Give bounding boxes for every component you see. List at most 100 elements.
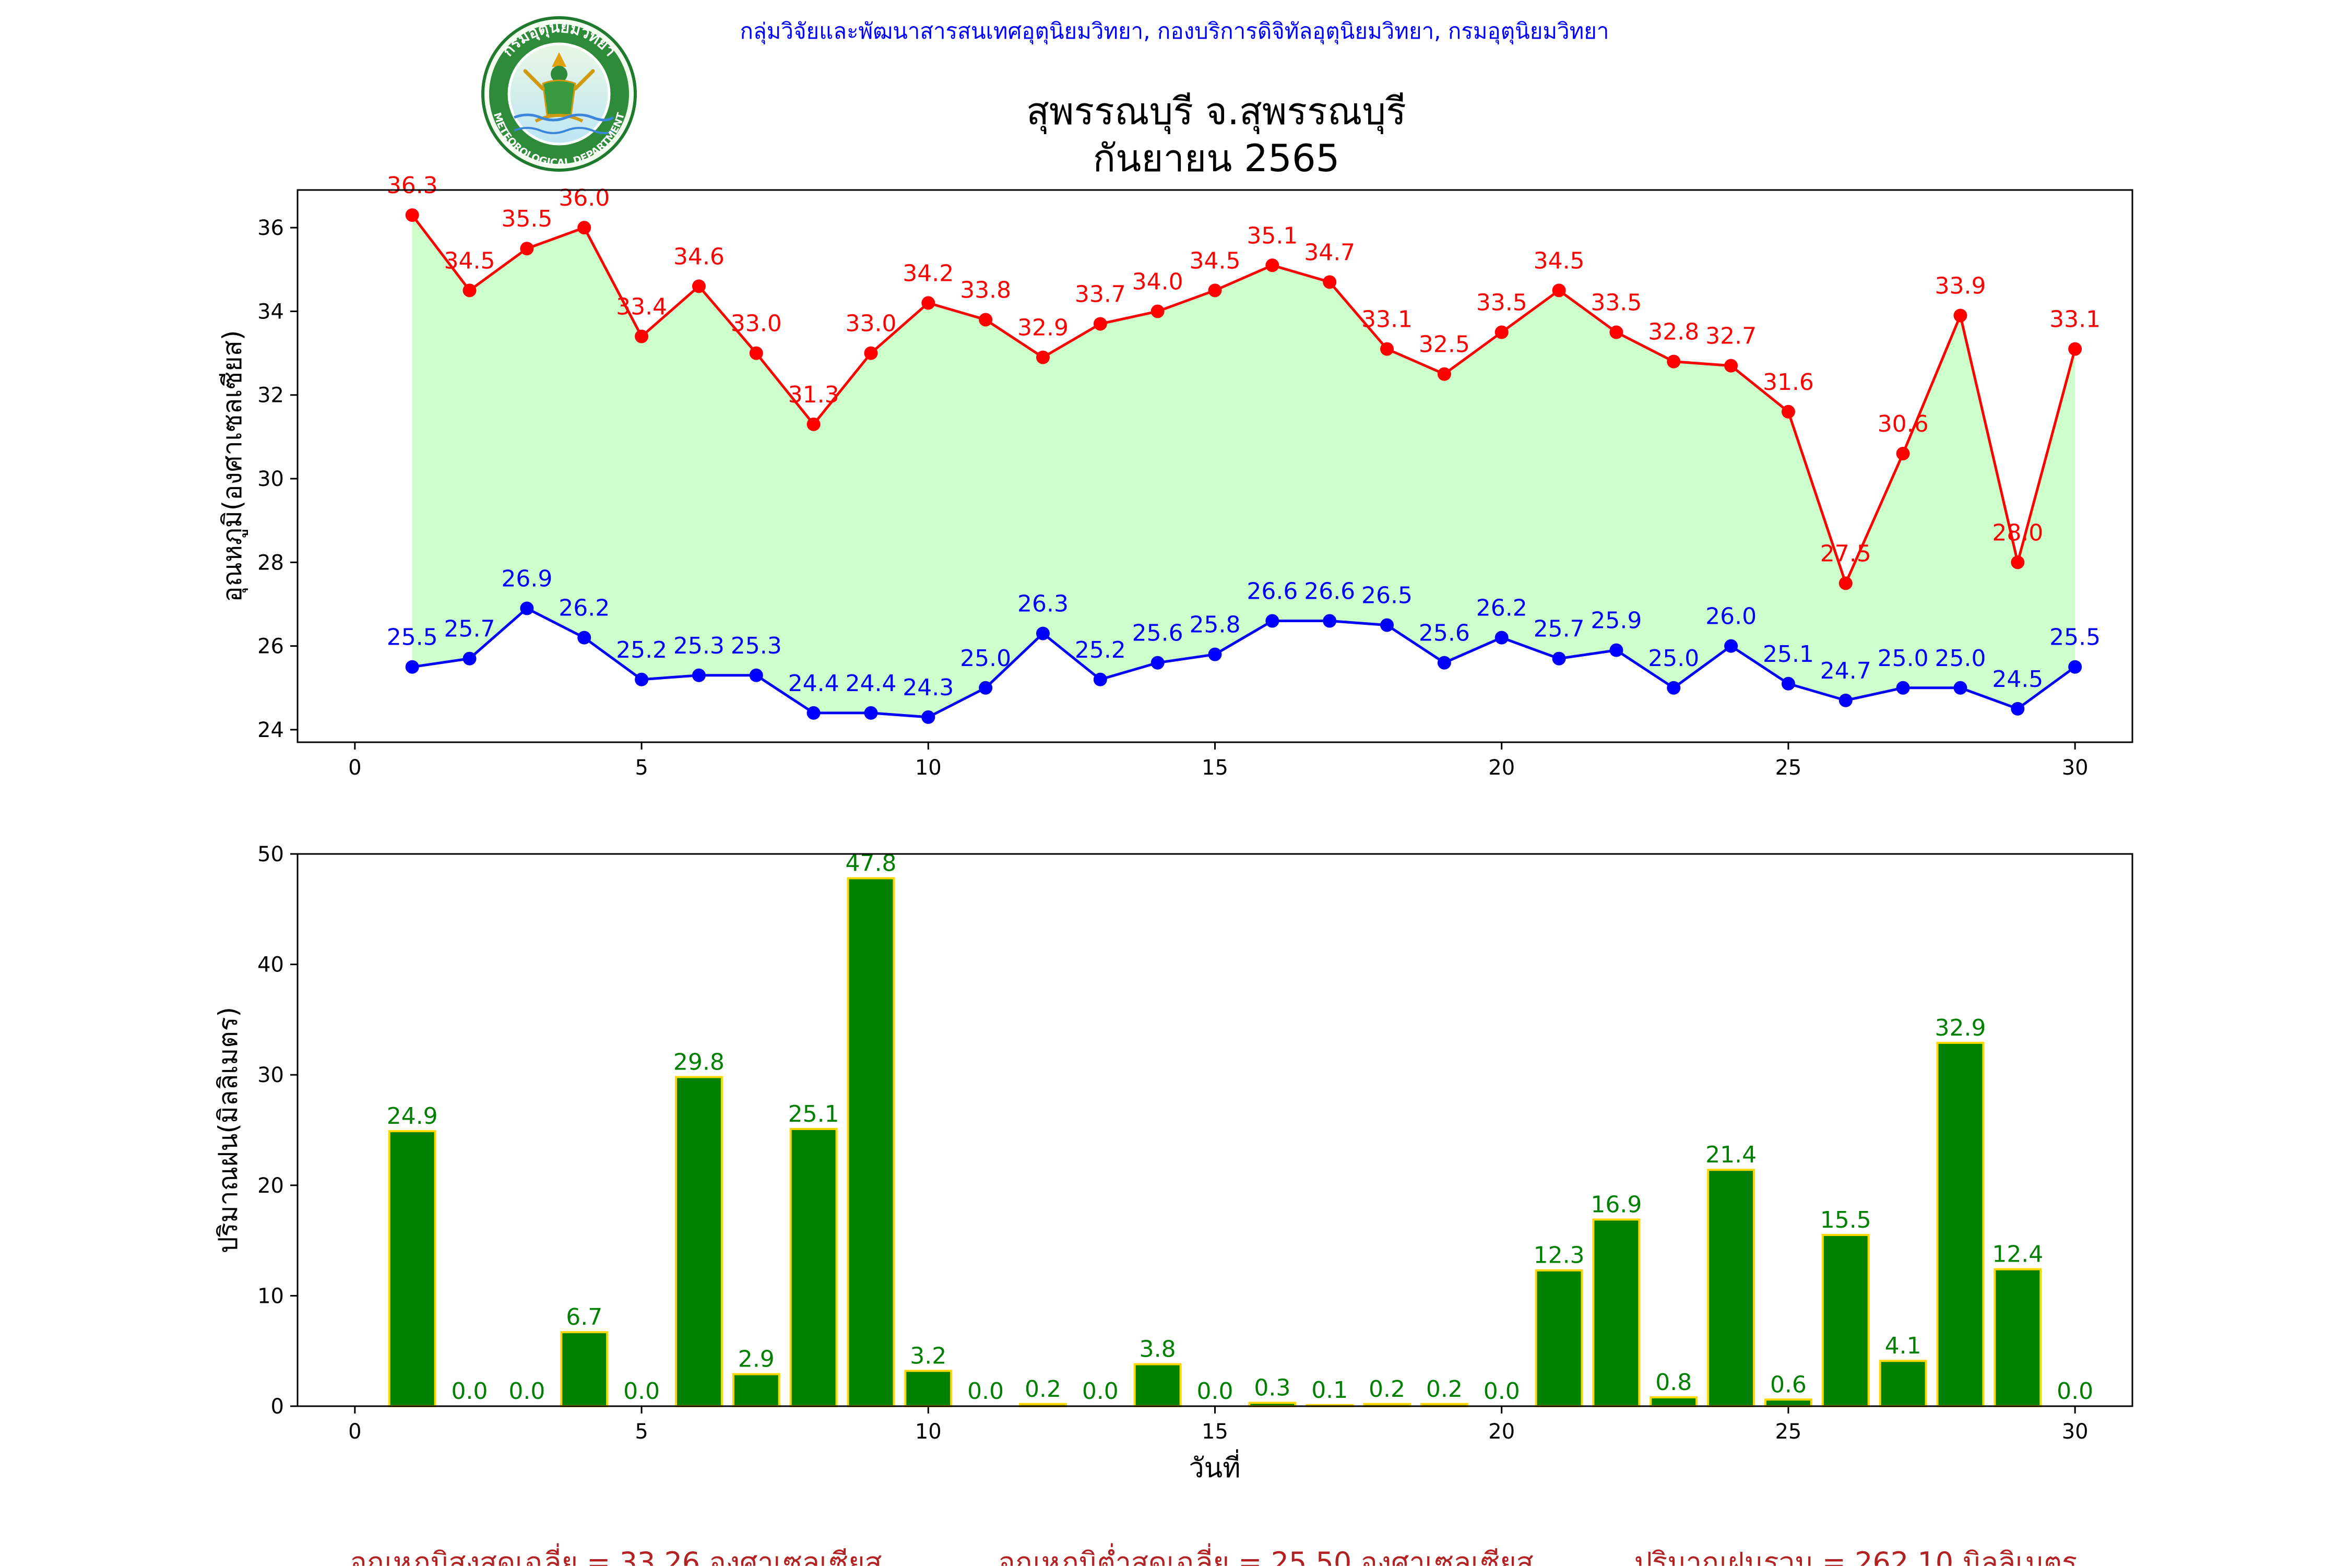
- max-temperature-data-label: 33.5: [1476, 290, 1527, 316]
- temperature-x-tick-label: 10: [915, 756, 942, 780]
- min-temperature-data-label: 25.8: [1190, 612, 1241, 638]
- min-temperature-point: [1838, 693, 1853, 707]
- max-temperature-point: [1667, 354, 1681, 369]
- max-temperature-point: [1208, 283, 1222, 298]
- max-temperature-data-label: 33.1: [2049, 306, 2101, 333]
- temperature-markers-layer: [405, 208, 2082, 724]
- max-temperature-data-label: 30.6: [1878, 411, 1929, 437]
- min-temperature-data-label: 24.4: [788, 670, 839, 697]
- max-temperature-data-label: 32.7: [1705, 323, 1757, 350]
- min-temperature-data-label: 25.0: [1878, 645, 1929, 672]
- min-temperature-point: [1437, 656, 1451, 670]
- rainfall-bar: [1592, 1218, 1641, 1407]
- min-temperature-point: [2011, 702, 2025, 716]
- max-temperature-point: [1838, 576, 1853, 590]
- rainfall-chart: 0 5 10 15 20 25 30 0 10 20 30 40 50 24.9 0.0 0.0 6.7 0.0…: [213, 842, 2133, 1484]
- rainfall-data-label: 0.1: [1311, 1377, 1348, 1404]
- meteorological-department-logo-icon: กรมอุตุนิยมวิทยา METEOROLOGICAL DEPARTME…: [481, 16, 637, 172]
- min-temperature-data-label: 25.7: [1534, 616, 1585, 643]
- max-temperature-point: [462, 283, 477, 298]
- max-temperature-data-label: 35.5: [501, 206, 552, 232]
- max-temperature-point: [405, 208, 419, 222]
- min-temperature-point: [1150, 656, 1165, 670]
- max-temperature-point: [1552, 283, 1566, 298]
- min-temperature-data-label: 24.4: [845, 670, 896, 697]
- min-temperature-point: [405, 660, 419, 674]
- min-temperature-point: [1323, 614, 1337, 628]
- min-temperature-point: [979, 681, 993, 695]
- total-rainfall-text: ปริมาณฝนรวม = 262.10 มิลลิเมตร: [1634, 1546, 2077, 1566]
- max-temperature-point: [749, 346, 763, 360]
- rainfall-data-label: 25.1: [788, 1101, 839, 1127]
- rainfall-bar: [1821, 1234, 1870, 1408]
- rainfall-bar: [1764, 1398, 1812, 1407]
- temperature-range-fill-layer: [412, 215, 2075, 717]
- temperature-y-tick-label: 30: [257, 467, 284, 491]
- rainfall-data-label: 0.0: [452, 1378, 488, 1405]
- min-temperature-point: [806, 706, 821, 720]
- temperature-y-tick-label: 32: [257, 384, 284, 408]
- rainfall-bar: [388, 1130, 436, 1407]
- temperature-y-axis-label: อุณหภูมิ(องศาเซลเซียส): [217, 330, 248, 602]
- rainfall-bar: [1936, 1041, 1985, 1408]
- max-temperature-point: [864, 346, 878, 360]
- max-temperature-point: [921, 296, 935, 310]
- max-temperature-point: [1150, 304, 1165, 318]
- min-temperature-point: [1265, 614, 1279, 628]
- rainfall-data-label: 2.9: [738, 1346, 775, 1373]
- max-temperature-data-label: 36.0: [559, 185, 610, 211]
- max-temperature-point: [1036, 350, 1050, 364]
- rainfall-x-tick-label: 15: [1202, 1420, 1228, 1444]
- min-temperature-data-label: 26.0: [1705, 603, 1757, 630]
- min-temperature-data-label: 25.1: [1763, 641, 1814, 668]
- temperature-x-tick-label: 25: [1775, 756, 1801, 780]
- min-temperature-data-label: 25.0: [1935, 645, 1986, 672]
- min-temperature-point: [520, 601, 534, 615]
- min-temperature-point: [692, 668, 706, 682]
- min-temperature-point: [1494, 631, 1509, 645]
- max-temperature-point: [692, 279, 706, 293]
- rainfall-axis-ticks: 0 5 10 15 20 25 30 0 10 20 30 40 50: [257, 842, 2089, 1444]
- min-temperature-data-label: 25.0: [960, 645, 1011, 672]
- temperature-x-tick-label: 0: [348, 756, 361, 780]
- max-temperature-point: [635, 329, 649, 343]
- temperature-y-tick-label: 26: [257, 635, 284, 659]
- rainfall-y-tick-label: 20: [257, 1174, 284, 1198]
- min-temperature-point: [749, 668, 763, 682]
- rainfall-x-tick-label: 10: [915, 1420, 942, 1444]
- max-temperature-point: [2068, 342, 2082, 356]
- min-temperature-data-label: 26.3: [1017, 591, 1069, 617]
- temperature-y-tick-label: 36: [257, 216, 284, 240]
- temperature-x-tick-label: 5: [635, 756, 648, 780]
- rainfall-data-label: 16.9: [1591, 1191, 1642, 1218]
- rainfall-data-label: 24.9: [387, 1103, 438, 1130]
- rainfall-bar: [1994, 1268, 2042, 1407]
- rainfall-bar: [1707, 1169, 1755, 1408]
- max-temperature-point: [1323, 275, 1337, 289]
- max-temperature-data-label: 34.5: [1534, 247, 1585, 274]
- max-temperature-data-label: 31.6: [1763, 369, 1814, 396]
- min-temperature-point: [1609, 643, 1623, 657]
- rainfall-data-label: 6.7: [566, 1304, 602, 1331]
- min-temperature-point: [1093, 672, 1107, 686]
- rainfall-data-label: 3.2: [910, 1343, 946, 1369]
- min-temperature-data-label: 25.3: [673, 633, 725, 659]
- rainfall-data-label: 0.0: [623, 1378, 660, 1405]
- rainfall-bar: [1650, 1396, 1698, 1408]
- max-temperature-point: [1724, 359, 1738, 373]
- max-temperature-point: [2011, 555, 2025, 569]
- max-temperature-data-label: 33.9: [1935, 272, 1986, 299]
- max-temperature-data-label: 27.5: [1820, 540, 1871, 567]
- rainfall-x-tick-label: 25: [1775, 1420, 1801, 1444]
- rainfall-data-label: 0.3: [1254, 1375, 1290, 1401]
- max-temperature-data-label: 34.0: [1132, 268, 1183, 295]
- min-temperature-data-label: 26.6: [1304, 578, 1355, 605]
- temperature-y-tick-label: 34: [257, 300, 284, 324]
- rainfall-bar: [674, 1076, 723, 1407]
- temperature-lines-layer: [411, 214, 2077, 719]
- min-temperature-line: [412, 607, 2076, 719]
- rainfall-bar: [560, 1331, 609, 1408]
- rainfall-bar: [1133, 1363, 1182, 1408]
- org-line: กลุ่มวิจัยและพัฒนาสารสนเทศอุตุนิยมวิทยา,…: [740, 18, 1609, 45]
